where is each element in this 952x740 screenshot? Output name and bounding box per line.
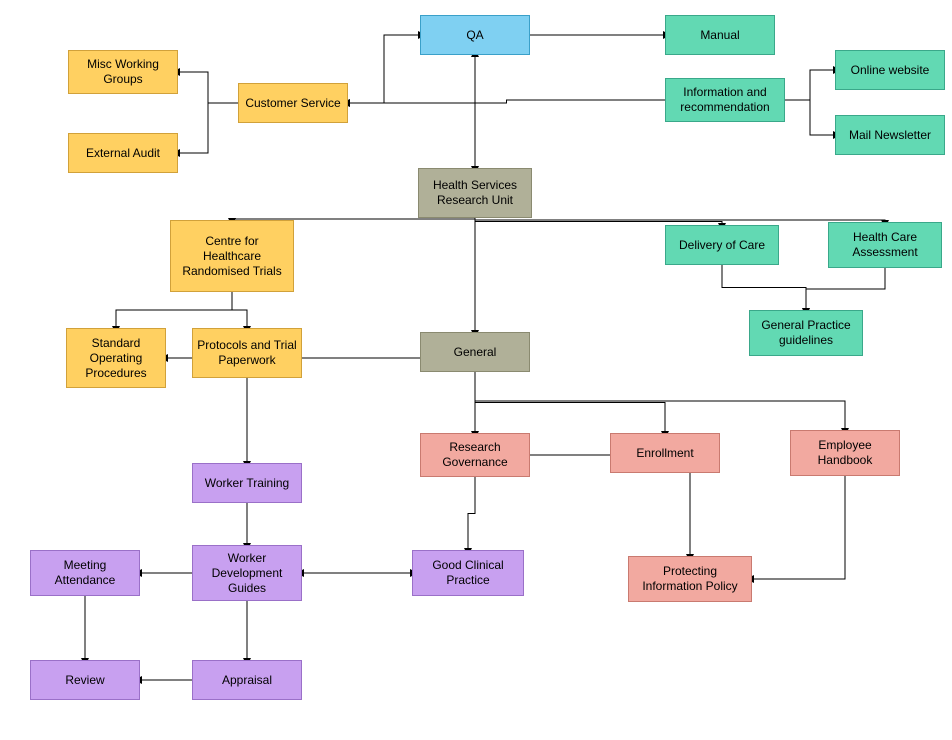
node-label: Online website <box>851 63 930 78</box>
node-meeting: Meeting Attendance <box>30 550 140 596</box>
edge-general-enroll <box>475 372 665 433</box>
node-hsru: Health Services Research Unit <box>418 168 532 218</box>
node-qa: QA <box>420 15 530 55</box>
node-label: Protecting Information Policy <box>633 564 747 594</box>
node-misc: Misc Working Groups <box>68 50 178 94</box>
edge-handbook-protect <box>752 476 845 579</box>
node-info: Information and recommendation <box>665 78 785 122</box>
node-label: Centre for Healthcare Randomised Trials <box>175 234 289 279</box>
node-label: Research Governance <box>425 440 525 470</box>
node-online: Online website <box>835 50 945 90</box>
edge-hsru-hcassess <box>475 218 885 222</box>
node-resgov: Research Governance <box>420 433 530 477</box>
node-protocols: Protocols and Trial Paperwork <box>192 328 302 378</box>
edge-cust-audit <box>178 103 238 153</box>
node-appraisal: Appraisal <box>192 660 302 700</box>
node-label: General <box>454 345 497 360</box>
node-gcp: Good Clinical Practice <box>412 550 524 596</box>
node-label: Protocols and Trial Paperwork <box>197 338 297 368</box>
node-mail: Mail Newsletter <box>835 115 945 155</box>
edge-cust-misc <box>178 72 238 103</box>
node-wdev: Worker Development Guides <box>192 545 302 601</box>
node-label: Customer Service <box>245 96 340 111</box>
node-label: Worker Development Guides <box>197 551 297 596</box>
node-label: Misc Working Groups <box>73 57 173 87</box>
edge-resgov-gcp <box>468 477 475 550</box>
node-label: Enrollment <box>636 446 693 461</box>
node-label: Standard Operating Procedures <box>71 336 161 381</box>
edge-info-mail <box>785 100 835 135</box>
node-hcassess: Health Care Assessment <box>828 222 942 268</box>
node-label: Manual <box>700 28 739 43</box>
edge-hsru-delivery <box>475 218 722 225</box>
node-chart: Centre for Healthcare Randomised Trials <box>170 220 294 292</box>
node-enroll: Enrollment <box>610 433 720 473</box>
node-label: Information and recommendation <box>670 85 780 115</box>
node-label: Health Care Assessment <box>833 230 937 260</box>
node-label: Health Services Research Unit <box>423 178 527 208</box>
edge-info-online <box>785 70 835 100</box>
node-label: Meeting Attendance <box>35 558 135 588</box>
node-label: Employee Handbook <box>795 438 895 468</box>
node-delivery: Delivery of Care <box>665 225 779 265</box>
node-label: Review <box>65 673 104 688</box>
node-protect: Protecting Information Policy <box>628 556 752 602</box>
node-sop: Standard Operating Procedures <box>66 328 166 388</box>
node-label: Worker Training <box>205 476 289 491</box>
node-label: Delivery of Care <box>679 238 765 253</box>
node-cust: Customer Service <box>238 83 348 123</box>
node-audit: External Audit <box>68 133 178 173</box>
edge-qa-cust <box>348 35 420 103</box>
edge-delivery-gpguide <box>722 265 806 310</box>
flowchart-canvas: QA Manual Online website Mail Newsletter Inf… <box>0 0 952 740</box>
node-handbook: Employee Handbook <box>790 430 900 476</box>
edge-chart-protocols <box>232 292 247 328</box>
node-review: Review <box>30 660 140 700</box>
node-gpguide: General Practice guidelines <box>749 310 863 356</box>
node-label: Good Clinical Practice <box>417 558 519 588</box>
edge-info-cust <box>348 100 665 103</box>
edge-hcassess-gpguide <box>806 268 885 310</box>
edge-general-handbook <box>475 372 845 430</box>
node-manual: Manual <box>665 15 775 55</box>
node-label: Mail Newsletter <box>849 128 931 143</box>
edge-chart-sop <box>116 292 232 328</box>
node-general: General <box>420 332 530 372</box>
node-label: QA <box>466 28 483 43</box>
node-label: General Practice guidelines <box>754 318 858 348</box>
node-label: External Audit <box>86 146 160 161</box>
node-label: Appraisal <box>222 673 272 688</box>
node-wtrain: Worker Training <box>192 463 302 503</box>
